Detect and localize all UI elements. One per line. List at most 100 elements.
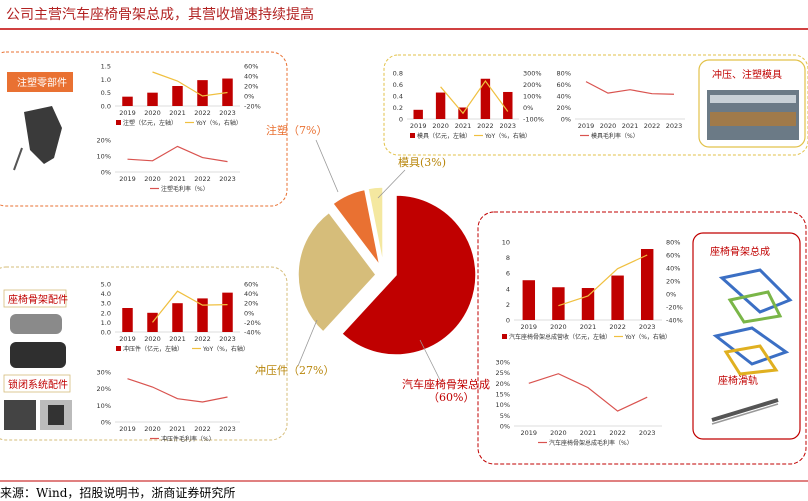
- panel-frame-injection: [0, 51, 288, 207]
- injection-part-cable: [13, 147, 23, 171]
- x-tick-label: 2023: [219, 425, 236, 433]
- x-tick-label: 2019: [119, 175, 136, 183]
- y2-tick-label: 20%: [244, 300, 258, 308]
- y-tick-label: 2: [506, 301, 510, 309]
- y-tick-label: 5%: [500, 412, 510, 420]
- bar-2019: [122, 308, 133, 332]
- x-tick-label: 2020: [550, 429, 567, 437]
- bar-2021: [581, 288, 595, 320]
- y2-tick-label: 100%: [523, 93, 542, 101]
- y-tick-label: 5.0: [101, 281, 111, 289]
- x-tick-label: 2019: [119, 335, 136, 343]
- x-tick-label: 2023: [639, 323, 656, 331]
- pie-label-stamping: 冲压件（27%）: [255, 363, 334, 377]
- mold-photo-detail: [710, 95, 796, 103]
- seat-frame-photo: [727, 290, 783, 324]
- chart-inj_margin: 0% 10% 20% 2019 2020 2021 2022 2023 注塑毛利率（%）: [97, 137, 240, 193]
- y2-tick-label: -20%: [244, 319, 261, 327]
- badge-stamp-box1: [3, 289, 67, 308]
- x-tick-label: 2019: [119, 109, 136, 117]
- x-tick-label: 2019: [119, 425, 136, 433]
- y2-tick-label: -20%: [244, 103, 261, 111]
- panel-frames: [0, 51, 808, 465]
- panel-frame-mold: [383, 54, 808, 156]
- y-tick-label: 4.0: [101, 290, 111, 298]
- bar-2023: [222, 78, 233, 106]
- bar-2022: [611, 275, 624, 320]
- y2-tick-label: 60%: [666, 252, 680, 260]
- y2-tick-label: -20%: [666, 304, 683, 312]
- badge-injection: 注塑零部件: [17, 76, 67, 89]
- x-tick-label: 2020: [144, 335, 161, 343]
- badge-injection-bg: [7, 72, 73, 92]
- x-tick-label: 2023: [219, 335, 236, 343]
- legend-label-line: 冲压件毛利率（%）: [161, 435, 215, 443]
- y-tick-label: 80%: [557, 70, 571, 78]
- mold-photo-detail: [710, 112, 796, 126]
- y2-tick-label: 80%: [666, 239, 680, 247]
- badge-mold: 冲压、注塑模具: [712, 68, 782, 81]
- y-tick-label: 0: [506, 317, 510, 325]
- bar-2019: [522, 280, 536, 320]
- y-tick-label: 4: [506, 285, 510, 293]
- y2-tick-label: 40%: [666, 265, 680, 273]
- yoy-line: [152, 71, 228, 97]
- yoy-line: [440, 80, 509, 115]
- legend-swatch-bar: [502, 334, 507, 339]
- y-tick-label: 60%: [557, 81, 571, 89]
- y2-tick-label: 20%: [666, 278, 680, 286]
- y-tick-label: 25%: [496, 369, 510, 377]
- chart-seat_margin: 0% 5% 10% 15% 20% 25% 30% 2019 2020 2021 2022 2023 汽…: [496, 359, 662, 447]
- y-tick-label: 20%: [97, 137, 111, 145]
- y2-tick-label: 0%: [666, 291, 676, 299]
- x-tick-label: 2022: [194, 109, 211, 117]
- badge-stamp-box2: [3, 374, 71, 393]
- pie-label-seat: 汽车座椅骨架总成: [402, 377, 490, 391]
- pie-chart: [297, 139, 477, 381]
- pie-slice-stamping: [297, 211, 377, 334]
- legend-label-bar: 汽车座椅骨架总成营收（亿元，左轴）: [509, 333, 611, 341]
- legend-label-line: 汽车座椅骨架总成毛利率（%）: [549, 439, 633, 447]
- product-photos: [4, 90, 799, 430]
- legend-label-line: YoY（%，右轴）: [202, 345, 249, 353]
- x-tick-label: 2022: [194, 425, 211, 433]
- legend-swatch-bar: [410, 133, 415, 138]
- y-tick-label: 1.5: [101, 63, 111, 71]
- y2-tick-label: 40%: [244, 73, 258, 81]
- y-tick-label: 2.0: [101, 309, 111, 317]
- x-tick-label: 2021: [169, 109, 186, 117]
- x-tick-label: 2019: [521, 323, 538, 331]
- badge-lock-parts: 锁闭系统配件: [8, 378, 68, 391]
- y-tick-label: 0.6: [393, 81, 403, 89]
- y-tick-label: 20%: [97, 385, 111, 393]
- y-tick-label: 1.0: [101, 319, 111, 327]
- y-tick-label: 0.2: [393, 104, 403, 112]
- x-tick-label: 2023: [666, 122, 683, 130]
- bar-2022: [197, 80, 208, 106]
- y-tick-label: 3.0: [101, 300, 111, 308]
- y2-tick-label: 200%: [523, 81, 542, 89]
- seat-frame-part-photo: [10, 314, 62, 334]
- seat-frame-photo: [718, 268, 793, 314]
- y-tick-label: 15%: [496, 391, 510, 399]
- y-tick-label: 0%: [500, 423, 510, 431]
- legend-label-line: YoY（%，右轴）: [195, 119, 242, 127]
- y-tick-label: 40%: [557, 93, 571, 101]
- y2-tick-label: 0%: [244, 309, 254, 317]
- seat-frame-part-photo: [10, 342, 66, 368]
- y-tick-label: 0.4: [393, 93, 403, 101]
- x-tick-label: 2020: [144, 109, 161, 117]
- x-tick-label: 2023: [219, 175, 236, 183]
- x-tick-label: 2020: [550, 323, 567, 331]
- seat-frame-photo: [712, 326, 790, 366]
- x-tick-label: 2021: [169, 335, 186, 343]
- x-tick-label: 2022: [644, 122, 661, 130]
- y-tick-label: 0%: [101, 169, 111, 177]
- bar-2023: [503, 91, 513, 119]
- badge-seat-frame-parts: 座椅骨架配件: [8, 293, 68, 306]
- y-tick-label: 20%: [557, 104, 571, 112]
- y-tick-label: 8: [506, 254, 510, 262]
- x-tick-label: 2022: [477, 122, 494, 130]
- legend-swatch-bar: [116, 346, 121, 351]
- legend-label-line: 模具毛利率（%）: [591, 132, 639, 140]
